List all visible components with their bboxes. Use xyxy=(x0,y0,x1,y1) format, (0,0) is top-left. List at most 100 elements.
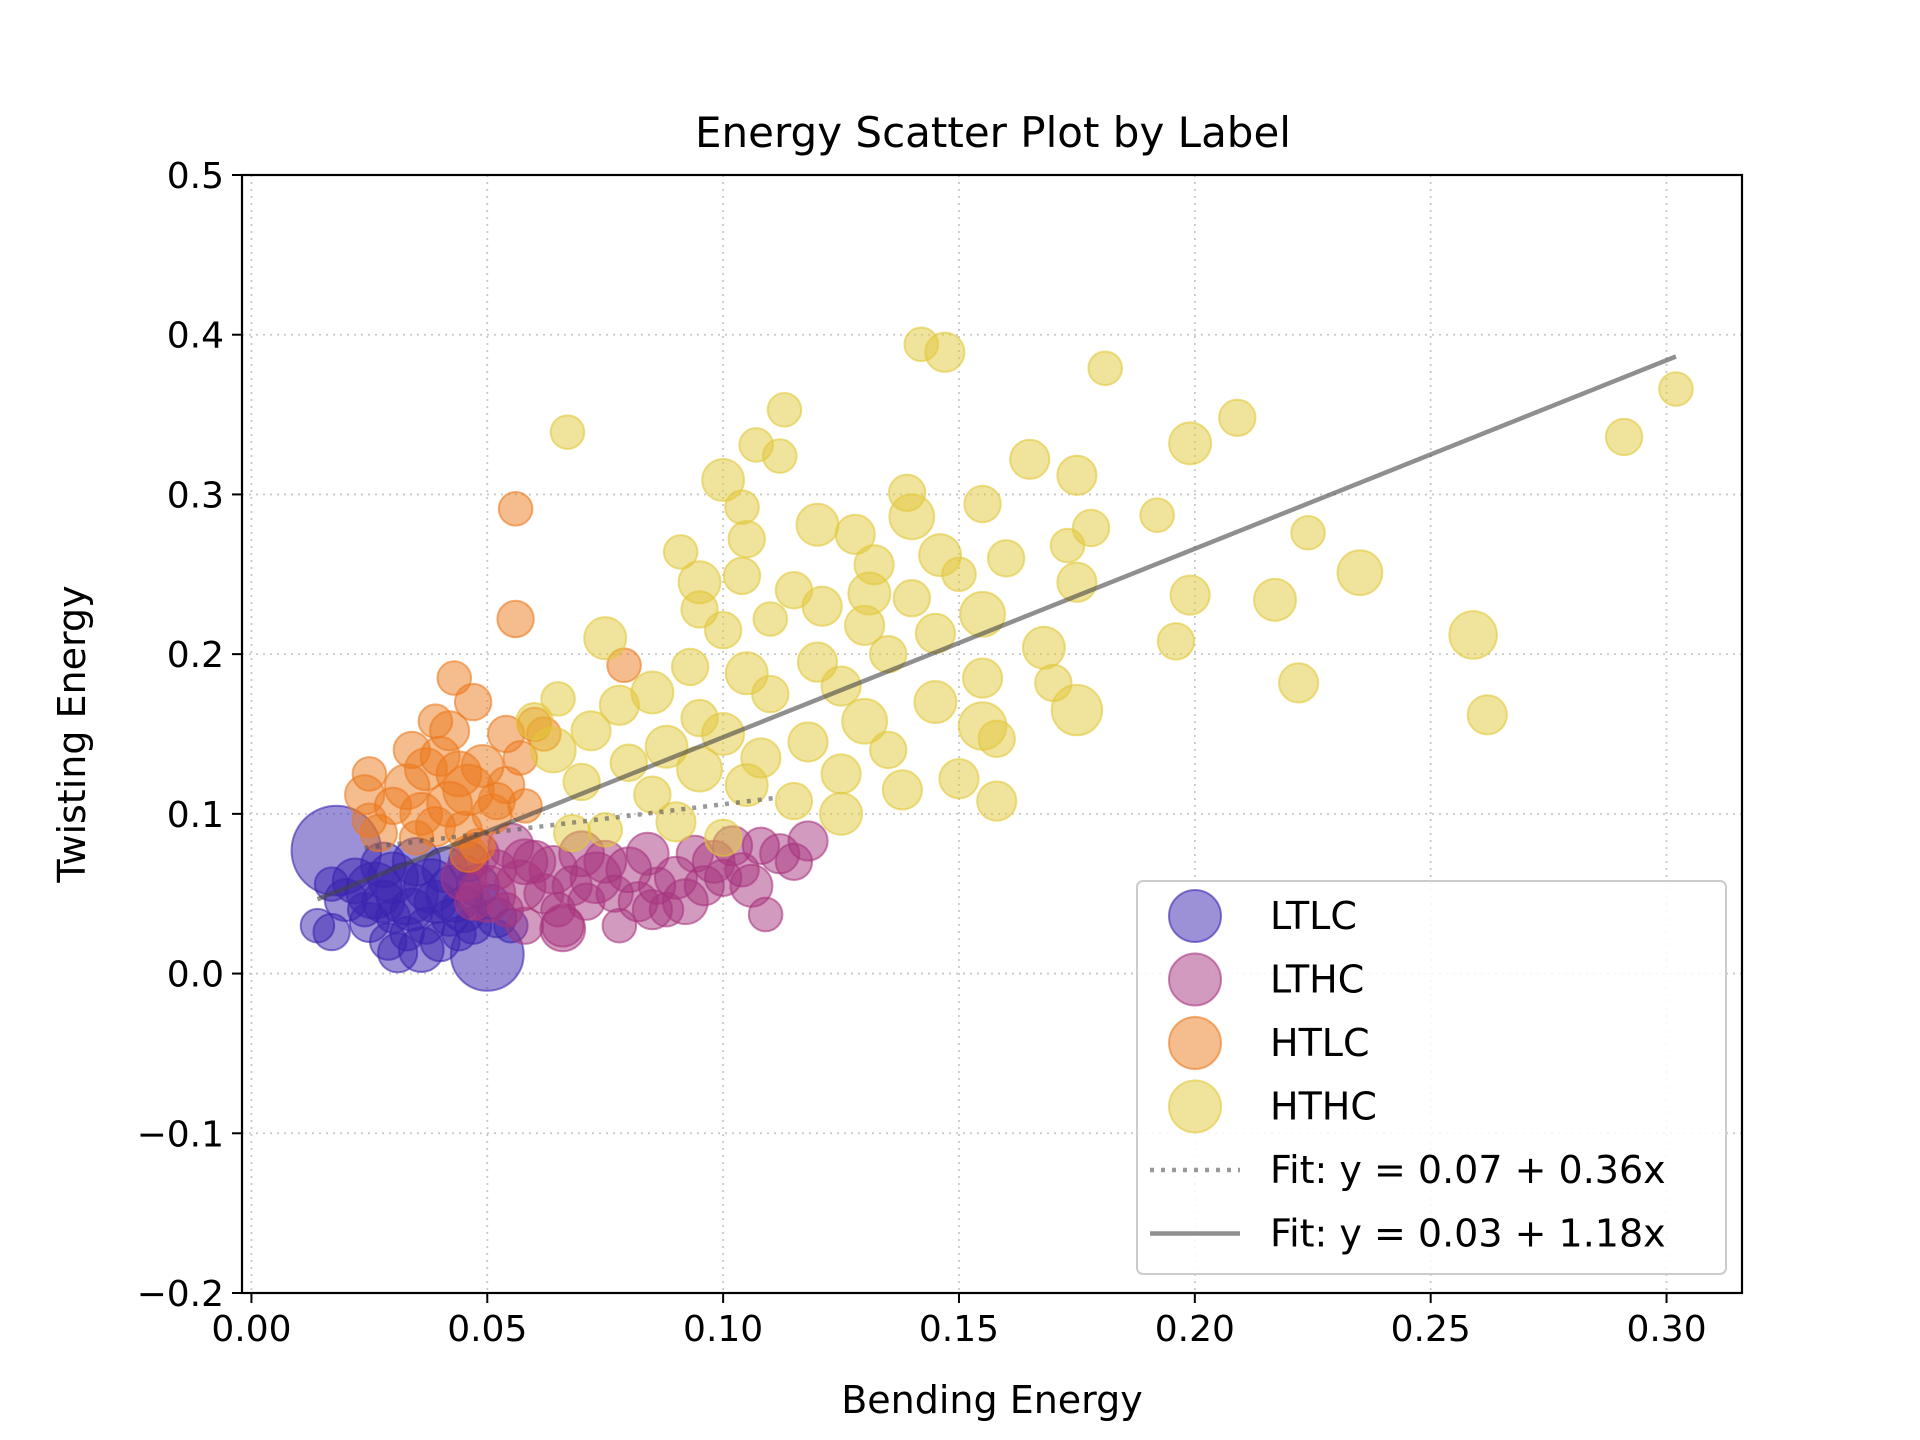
data-point xyxy=(844,604,886,646)
data-point xyxy=(751,674,790,714)
data-point xyxy=(529,726,577,774)
data-point xyxy=(986,539,1026,578)
data-point xyxy=(766,391,803,428)
data-point xyxy=(662,534,699,570)
legend-label: LTLC xyxy=(1270,894,1357,938)
data-point xyxy=(1253,577,1298,622)
data-point xyxy=(1049,527,1086,564)
data-point xyxy=(369,922,408,961)
fit-line-solid xyxy=(316,354,1677,902)
data-point xyxy=(1169,574,1211,616)
data-point xyxy=(724,763,769,808)
plot-frame xyxy=(240,173,1744,1295)
legend-label: HTHC xyxy=(1270,1085,1377,1129)
data-point xyxy=(583,616,628,661)
data-point xyxy=(801,585,843,627)
y-tick-label: 0.2 xyxy=(167,635,224,676)
legend: LTLC LTHC HTLC HTHC Fit: y = 0.07 + 0.36x Fit… xyxy=(1136,880,1727,1275)
x-tick-label: 0.30 xyxy=(1626,1309,1706,1350)
data-point xyxy=(724,489,760,526)
legend-label: Fit: y = 0.03 + 1.18x xyxy=(1270,1212,1666,1256)
legend-label: HTLC xyxy=(1270,1021,1370,1065)
data-point xyxy=(963,484,1002,524)
data-point xyxy=(787,721,829,763)
data-point xyxy=(747,896,784,933)
legend-marker xyxy=(1168,952,1222,1007)
y-tick-label: −0.1 xyxy=(137,1114,224,1155)
data-point xyxy=(1156,622,1196,661)
data-point xyxy=(938,758,980,800)
data-point xyxy=(913,680,958,725)
data-point xyxy=(1278,662,1320,704)
data-point xyxy=(1604,417,1644,457)
data-point xyxy=(1448,610,1498,660)
data-point xyxy=(1658,371,1694,407)
data-point xyxy=(1168,421,1213,466)
data-point xyxy=(941,556,977,593)
data-point xyxy=(959,590,1006,638)
x-tick-label: 0.20 xyxy=(1155,1309,1235,1350)
fit-lines xyxy=(316,354,1677,902)
data-point xyxy=(976,780,1018,822)
data-points xyxy=(290,326,1694,992)
y-tick-label: 0.0 xyxy=(167,955,224,996)
data-point xyxy=(761,438,798,474)
data-point xyxy=(539,905,587,953)
data-point xyxy=(1056,454,1098,496)
series-hthc xyxy=(515,326,1694,858)
x-axis: 0.00 0.05 0.10 0.15 0.20 0.25 0.30 xyxy=(211,1293,1707,1350)
y-axis-label: Twisting Energy xyxy=(50,585,94,883)
series-ltlc xyxy=(290,804,529,992)
data-point xyxy=(1021,625,1066,670)
chart-title: Energy Scatter Plot by Label xyxy=(695,108,1291,157)
legend-marker xyxy=(1168,1016,1222,1070)
legend-marker xyxy=(1168,889,1222,943)
data-point xyxy=(1290,514,1326,551)
data-point xyxy=(631,889,673,931)
data-point xyxy=(888,493,936,541)
data-point xyxy=(1139,497,1175,533)
data-point xyxy=(1466,694,1508,736)
legend-label: Fit: y = 0.07 + 0.36x xyxy=(1270,1148,1666,1192)
data-point xyxy=(549,414,586,450)
data-point xyxy=(703,610,743,650)
data-point xyxy=(1087,350,1124,387)
data-point xyxy=(787,820,829,862)
data-point xyxy=(924,331,966,373)
x-axis-label: Bending Energy xyxy=(841,1378,1143,1422)
data-point xyxy=(1336,549,1384,597)
data-point xyxy=(398,820,435,856)
data-point xyxy=(961,657,1004,699)
data-point xyxy=(820,753,862,795)
y-tick-label: −0.2 xyxy=(137,1274,224,1315)
data-point xyxy=(703,818,743,858)
data-point xyxy=(819,791,864,836)
data-point xyxy=(497,491,534,527)
data-point xyxy=(570,710,612,752)
data-point xyxy=(670,647,710,687)
data-point xyxy=(598,684,640,726)
data-point xyxy=(752,601,789,637)
data-point xyxy=(701,712,746,756)
x-tick-label: 0.15 xyxy=(919,1309,999,1350)
data-point xyxy=(540,681,576,717)
data-point xyxy=(496,599,535,639)
data-point xyxy=(1050,683,1104,737)
x-tick-label: 0.25 xyxy=(1391,1309,1471,1350)
legend-box xyxy=(1136,880,1727,1275)
data-point xyxy=(453,682,493,722)
data-point xyxy=(701,458,746,503)
legend-marker xyxy=(1168,1079,1222,1134)
y-axis: −0.2 −0.1 0.0 0.1 0.2 0.3 0.4 0.5 xyxy=(137,156,242,1315)
data-point xyxy=(722,556,762,596)
x-tick-label: 0.00 xyxy=(211,1309,291,1350)
y-tick-label: 0.3 xyxy=(167,475,224,516)
data-point xyxy=(727,519,766,559)
data-point xyxy=(373,786,413,826)
data-point xyxy=(655,801,697,843)
data-point xyxy=(1009,438,1051,480)
data-point xyxy=(774,781,814,821)
data-point xyxy=(841,697,889,745)
legend-label: LTHC xyxy=(1270,958,1364,1002)
